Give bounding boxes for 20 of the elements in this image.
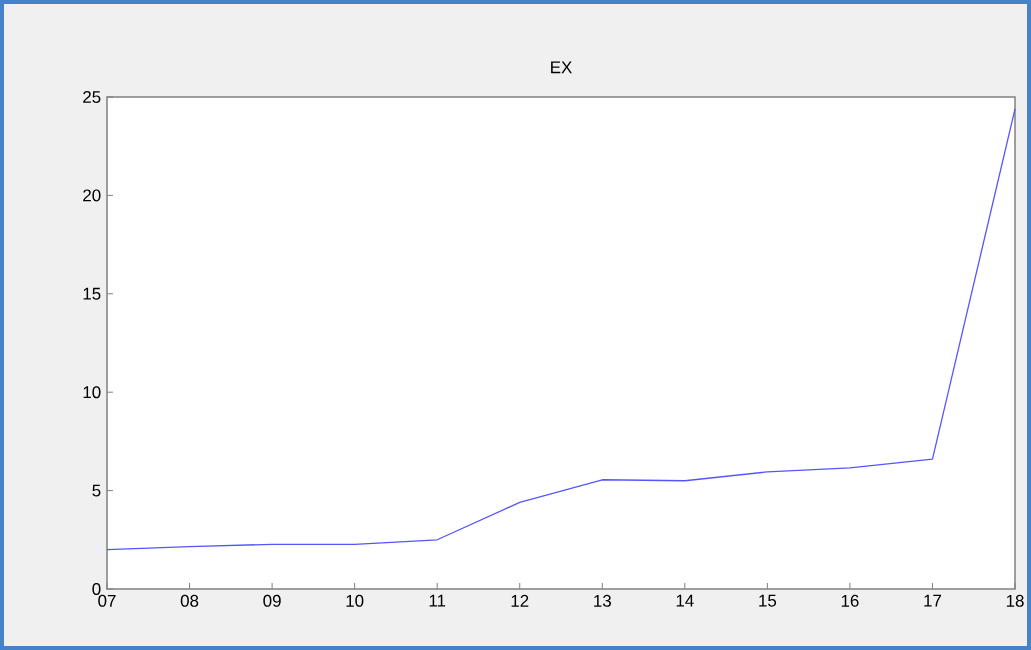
x-tick-label: 16	[841, 594, 859, 607]
y-tick-label: 25	[83, 90, 101, 103]
x-tick-label: 15	[759, 594, 777, 607]
x-tick-label: 10	[346, 594, 364, 607]
x-tick-label: 09	[263, 594, 281, 607]
x-tick-label: 07	[98, 594, 116, 607]
y-tick-label: 15	[83, 287, 101, 300]
x-tick-label: 17	[924, 594, 942, 607]
line-series	[106, 108, 1016, 551]
y-tick-label: 10	[83, 386, 101, 399]
x-tick-label: 13	[594, 594, 611, 607]
x-tick-label: 08	[180, 594, 199, 607]
chart-title: EX	[551, 61, 572, 74]
y-tick-label: 5	[92, 484, 101, 497]
y-tick-label: 0	[92, 582, 101, 595]
x-tick-label: 18	[1006, 594, 1024, 607]
x-tick-label: 11	[429, 594, 446, 607]
x-tick-label: 12	[511, 594, 529, 607]
x-tick-label: 14	[676, 594, 694, 607]
y-tick-label: 20	[83, 189, 101, 202]
